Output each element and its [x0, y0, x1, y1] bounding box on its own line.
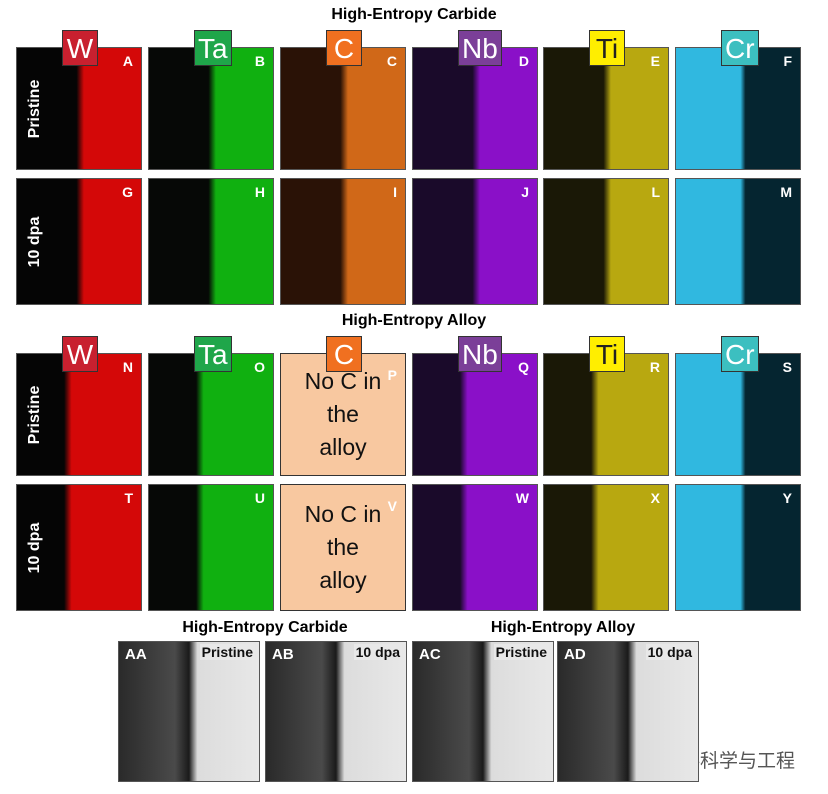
- map-panel: Y: [675, 484, 801, 611]
- tem-image: AB 10 dpa: [265, 641, 407, 782]
- panel-letter: O: [254, 359, 265, 375]
- image-label: 10 dpa: [353, 644, 402, 660]
- section-title: High-Entropy Alloy: [341, 312, 487, 329]
- map-panel: E: [543, 47, 669, 170]
- map-panel: S: [675, 353, 801, 476]
- map-panel: T 10 dpa: [16, 484, 142, 611]
- map-panel: H: [148, 178, 274, 305]
- panel-letter: C: [386, 53, 397, 69]
- tem-image: AD 10 dpa: [557, 641, 699, 782]
- panel-letter: E: [650, 53, 660, 69]
- panel-letter: G: [122, 184, 133, 200]
- map-panel: B: [148, 47, 274, 170]
- map-panel: A Pristine: [16, 47, 142, 170]
- image-label: 10 dpa: [645, 644, 694, 660]
- tem-image: AC Pristine: [412, 641, 554, 782]
- panel-letter: F: [783, 53, 792, 69]
- panel-letter: L: [651, 184, 660, 200]
- element-label: Ta: [194, 336, 232, 372]
- map-panel: W: [412, 484, 538, 611]
- element-label: Cr: [721, 336, 759, 372]
- note-panel: No C in the alloy V: [280, 484, 406, 611]
- panel-letter: B: [254, 53, 265, 69]
- element-label: W: [62, 30, 98, 66]
- panel-letter: H: [254, 184, 265, 200]
- panel-letter: Q: [518, 359, 529, 375]
- image-label: Pristine: [493, 644, 549, 660]
- element-label: Cr: [721, 30, 759, 66]
- element-label: Nb: [458, 30, 502, 66]
- map-panel: L: [543, 178, 669, 305]
- group-title: High-Entropy Alloy: [490, 619, 636, 636]
- row-label: 10 dpa: [26, 216, 43, 267]
- panel-letter: X: [650, 490, 660, 506]
- image-label: Pristine: [199, 644, 255, 660]
- element-label: Ti: [589, 30, 625, 66]
- map-panel: M: [675, 178, 801, 305]
- element-label: Nb: [458, 336, 502, 372]
- panel-letter: Y: [782, 490, 792, 506]
- map-panel: R: [543, 353, 669, 476]
- image-letter: AD: [564, 646, 586, 663]
- section-title: High-Entropy Carbide: [331, 6, 497, 23]
- map-panel: N Pristine: [16, 353, 142, 476]
- tem-image: AA Pristine: [118, 641, 260, 782]
- element-label: W: [62, 336, 98, 372]
- map-panel: U: [148, 484, 274, 611]
- row-label: Pristine: [26, 385, 43, 444]
- group-title: High-Entropy Carbide: [182, 619, 348, 636]
- image-letter: AC: [419, 646, 441, 663]
- panel-letter: I: [393, 184, 397, 200]
- panel-letter: W: [515, 490, 529, 506]
- element-label: Ta: [194, 30, 232, 66]
- map-panel: X: [543, 484, 669, 611]
- element-label: C: [326, 336, 362, 372]
- panel-letter: V: [387, 498, 397, 514]
- panel-letter: M: [780, 184, 792, 200]
- note-panel: No C in the alloy P: [280, 353, 406, 476]
- panel-letter: S: [782, 359, 792, 375]
- panel-letter: P: [387, 367, 397, 383]
- panel-letter: T: [124, 490, 133, 506]
- panel-letter: A: [122, 53, 133, 69]
- image-letter: AA: [125, 646, 147, 663]
- map-panel: F: [675, 47, 801, 170]
- row-label: 10 dpa: [26, 522, 43, 573]
- image-letter: AB: [272, 646, 294, 663]
- map-panel: G 10 dpa: [16, 178, 142, 305]
- row-label: Pristine: [26, 79, 43, 138]
- panel-letter: U: [254, 490, 265, 506]
- map-panel: Q: [412, 353, 538, 476]
- element-label: Ti: [589, 336, 625, 372]
- map-panel: C: [280, 47, 406, 170]
- panel-letter: D: [518, 53, 529, 69]
- element-label: C: [326, 30, 362, 66]
- map-panel: I: [280, 178, 406, 305]
- map-panel: J: [412, 178, 538, 305]
- panel-letter: J: [521, 184, 529, 200]
- panel-letter: R: [649, 359, 660, 375]
- panel-letter: N: [122, 359, 133, 375]
